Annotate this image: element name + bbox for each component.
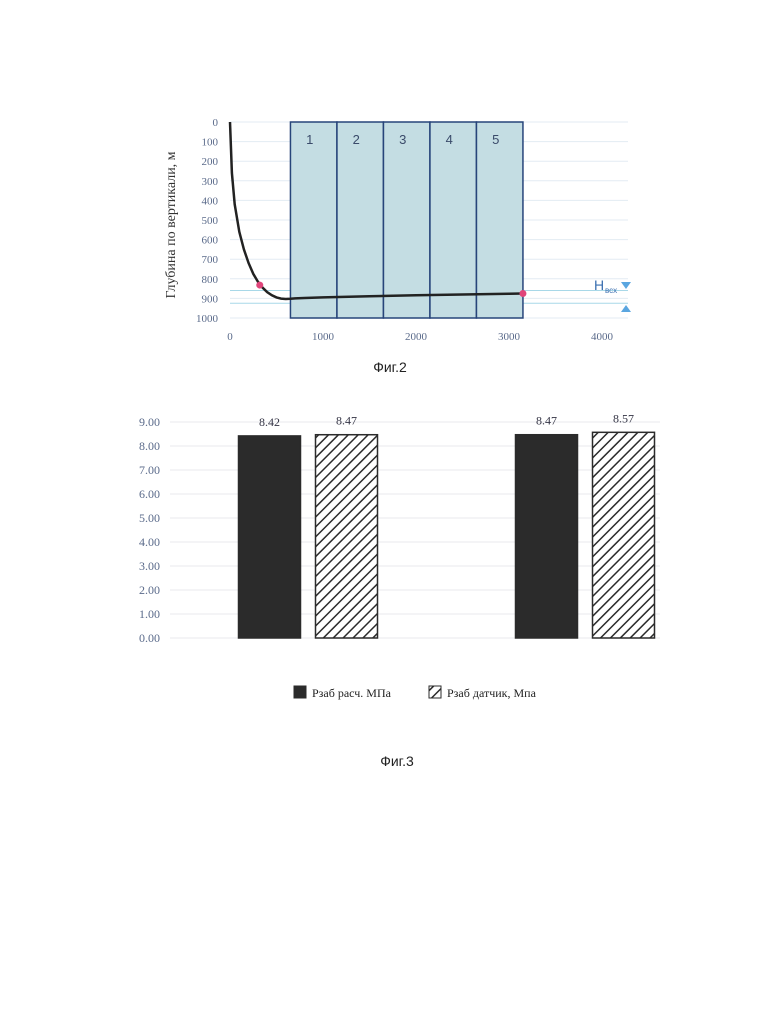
bar-calculated bbox=[516, 435, 578, 638]
figure-3-caption: Фиг.3 bbox=[380, 753, 414, 769]
x-tick-label: 3000 bbox=[498, 331, 521, 343]
hvsx-label-subscript: всх bbox=[605, 286, 617, 295]
zone-label: 3 bbox=[399, 132, 406, 147]
data-label: 8.42 bbox=[259, 415, 280, 429]
data-label: 8.57 bbox=[613, 411, 634, 425]
zone-2 bbox=[337, 122, 384, 318]
y-tick-label: 8.00 bbox=[139, 439, 160, 453]
fig3-data-labels: 8.42 8.47 8.47 8.57 bbox=[259, 411, 634, 429]
hvsx-marker: H всх bbox=[594, 277, 631, 312]
y-tick-label: 1000 bbox=[196, 313, 219, 325]
legend-entry: Рзаб расч. МПа bbox=[312, 686, 392, 700]
up-triangle-icon bbox=[621, 305, 631, 312]
y-tick-label: 400 bbox=[202, 195, 219, 207]
fig2-y-ticks: 0 100 200 300 400 500 600 700 800 900 1000 bbox=[196, 117, 219, 325]
y-tick-label: 4.00 bbox=[139, 535, 160, 549]
y-axis-title: Глубина по вертикали, м bbox=[164, 151, 179, 298]
fig3-bars bbox=[239, 432, 655, 638]
zone-4 bbox=[430, 122, 477, 318]
figure-3: 0.00 1.00 2.00 3.00 4.00 5.00 6.00 7.00 8.00 9.00… bbox=[139, 411, 660, 769]
data-label: 8.47 bbox=[336, 414, 357, 428]
zone-3 bbox=[383, 122, 430, 318]
bar-sensor bbox=[316, 435, 378, 638]
down-triangle-icon bbox=[621, 282, 631, 289]
zone-label: 2 bbox=[353, 132, 360, 147]
y-tick-label: 0.00 bbox=[139, 631, 160, 645]
y-tick-label: 3.00 bbox=[139, 559, 160, 573]
y-tick-label: 800 bbox=[202, 274, 219, 286]
zone-label: 1 bbox=[306, 132, 313, 147]
legend-swatch bbox=[294, 686, 306, 698]
y-tick-label: 5.00 bbox=[139, 511, 160, 525]
fig2-x-ticks: 0 1000 2000 3000 4000 bbox=[227, 331, 613, 343]
bar-calculated bbox=[239, 436, 301, 638]
y-tick-label: 300 bbox=[202, 176, 219, 188]
zone-5 bbox=[476, 122, 523, 318]
fig2-zones: 1 2 3 4 5 bbox=[290, 122, 523, 318]
x-tick-label: 0 bbox=[227, 331, 233, 343]
fig3-legend: Рзаб расч. МПа Рзаб датчик, Мпа bbox=[294, 686, 537, 700]
x-tick-label: 1000 bbox=[312, 331, 335, 343]
fig3-y-ticks: 0.00 1.00 2.00 3.00 4.00 5.00 6.00 7.00 8.00 9.00 bbox=[139, 415, 160, 645]
y-tick-label: 900 bbox=[202, 293, 219, 305]
data-label: 8.47 bbox=[536, 414, 557, 428]
y-tick-label: 0 bbox=[213, 117, 219, 129]
figure-2-caption: Фиг.2 bbox=[373, 359, 407, 375]
figure-2: Глубина по вертикали, м 1 2 3 4 5 0 100 200 300… bbox=[164, 117, 631, 375]
legend-entry: Рзаб датчик, Мпа bbox=[447, 686, 537, 700]
trajectory-point bbox=[256, 282, 263, 289]
y-tick-label: 100 bbox=[202, 137, 219, 149]
y-tick-label: 200 bbox=[202, 156, 219, 168]
y-tick-label: 1.00 bbox=[139, 607, 160, 621]
zone-1 bbox=[290, 122, 337, 318]
hvsx-label: H bbox=[594, 277, 604, 293]
legend-swatch bbox=[429, 686, 441, 698]
bar-sensor bbox=[593, 432, 655, 638]
x-tick-label: 2000 bbox=[405, 331, 428, 343]
y-tick-label: 6.00 bbox=[139, 487, 160, 501]
x-tick-label: 4000 bbox=[591, 331, 614, 343]
zone-label: 5 bbox=[492, 132, 499, 147]
trajectory-point bbox=[519, 290, 526, 297]
y-tick-label: 700 bbox=[202, 254, 219, 266]
y-tick-label: 2.00 bbox=[139, 583, 160, 597]
y-tick-label: 500 bbox=[202, 215, 219, 227]
y-tick-label: 9.00 bbox=[139, 415, 160, 429]
y-tick-label: 7.00 bbox=[139, 463, 160, 477]
zone-label: 4 bbox=[446, 132, 453, 147]
y-tick-label: 600 bbox=[202, 235, 219, 247]
